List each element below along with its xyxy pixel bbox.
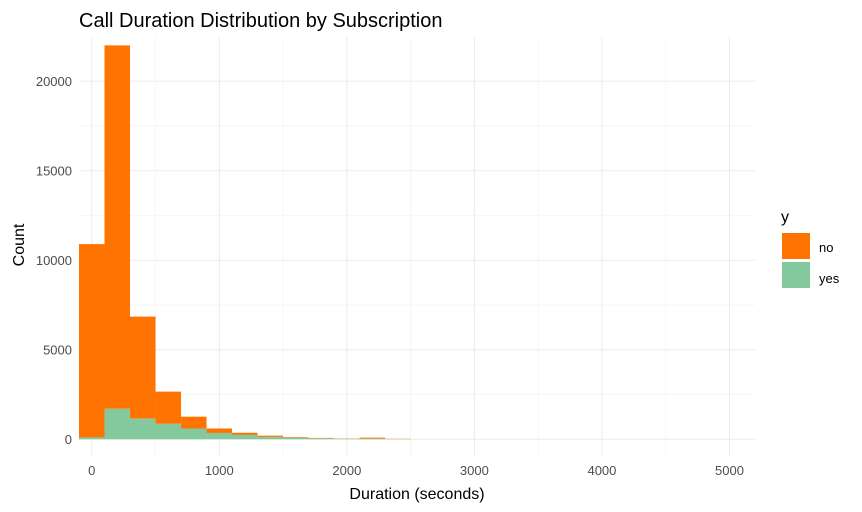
x-axis-ticks: 0 1000 2000 3000 4000 5000 <box>88 463 744 478</box>
bar-yes-1000 <box>206 432 233 440</box>
x-tick-label: 4000 <box>587 463 616 478</box>
legend-key-no <box>782 233 810 259</box>
y-tick-label: 15000 <box>36 164 72 179</box>
bar-no-1400 <box>257 435 284 437</box>
bar-yes-800 <box>181 428 207 440</box>
bar-no-2200 <box>359 437 386 439</box>
legend-label-yes: yes <box>819 271 840 286</box>
bar-no-400 <box>130 316 156 419</box>
x-tick-label: 0 <box>88 463 95 478</box>
y-tick-label: 5000 <box>43 343 72 358</box>
y-tick-label: 20000 <box>36 74 72 89</box>
bar-no-0 <box>79 244 105 438</box>
chart-title: Call Duration Distribution by Subscripti… <box>79 10 443 32</box>
bar-yes-400 <box>130 418 156 440</box>
y-axis-ticks: 0 5000 10000 15000 20000 <box>36 74 72 447</box>
bar-yes-1200 <box>232 434 258 440</box>
bar-yes-1800 <box>308 438 335 440</box>
legend-key-yes <box>782 262 810 288</box>
bar-yes-2200 <box>359 438 386 440</box>
x-tick-label: 5000 <box>715 463 744 478</box>
x-tick-label: 2000 <box>332 463 361 478</box>
legend-label-no: no <box>819 240 833 255</box>
x-tick-label: 1000 <box>205 463 234 478</box>
bar-no-800 <box>181 416 207 429</box>
y-tick-label: 10000 <box>36 253 72 268</box>
bars <box>79 45 411 440</box>
x-tick-label: 3000 <box>460 463 489 478</box>
bar-no-200 <box>104 45 131 409</box>
bar-no-1600 <box>283 437 309 438</box>
legend: y no yes <box>781 209 840 288</box>
legend-title: y <box>781 209 789 226</box>
bar-yes-200 <box>104 408 131 440</box>
bar-yes-1600 <box>283 437 309 440</box>
y-tick-label: 0 <box>65 432 72 447</box>
bar-no-1000 <box>206 428 233 433</box>
bar-yes-0 <box>79 437 105 440</box>
x-axis-title: Duration (seconds) <box>349 486 484 503</box>
grid <box>79 37 755 456</box>
bar-yes-600 <box>155 423 182 440</box>
bar-yes-1400 <box>257 436 284 440</box>
bar-no-600 <box>155 391 182 424</box>
bar-no-1200 <box>232 432 258 435</box>
y-axis-title: Count <box>11 223 28 266</box>
